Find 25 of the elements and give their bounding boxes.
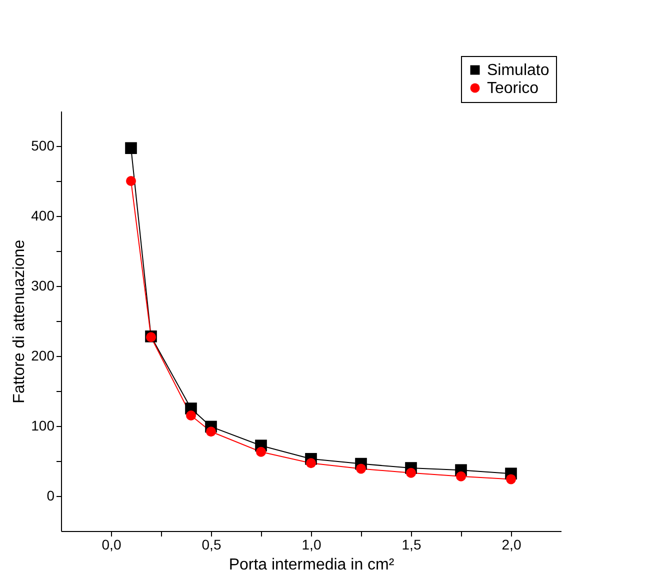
- y-tick-label: 100: [31, 418, 55, 434]
- point: [206, 426, 216, 437]
- point: [306, 458, 316, 468]
- y-tick-label: 300: [31, 278, 55, 294]
- x-tick-label: 0,5: [202, 536, 222, 552]
- y-axis-title: Fattore di attenuazione: [11, 240, 28, 404]
- x-axis-title: Porta intermedia in cm²: [228, 556, 395, 574]
- y-tick-label: 400: [31, 208, 55, 224]
- y-tick-label: 200: [31, 348, 55, 364]
- point: [456, 471, 466, 482]
- point: [356, 464, 366, 474]
- legend-label: Simulato: [487, 62, 550, 79]
- point: [186, 410, 196, 420]
- x-tick-label: 2,0: [502, 536, 522, 552]
- legend-label: Teorico: [487, 80, 539, 97]
- x-tick-label: 1,0: [302, 536, 322, 552]
- y-tick-label: 500: [31, 138, 55, 154]
- x-tick-label: 0,0: [102, 536, 122, 552]
- x-tick-label: 1,5: [402, 536, 422, 552]
- point: [506, 474, 516, 484]
- point: [256, 446, 266, 457]
- point: [125, 142, 137, 154]
- y-tick-label: 0: [46, 488, 55, 504]
- point: [126, 176, 136, 186]
- point: [406, 468, 416, 478]
